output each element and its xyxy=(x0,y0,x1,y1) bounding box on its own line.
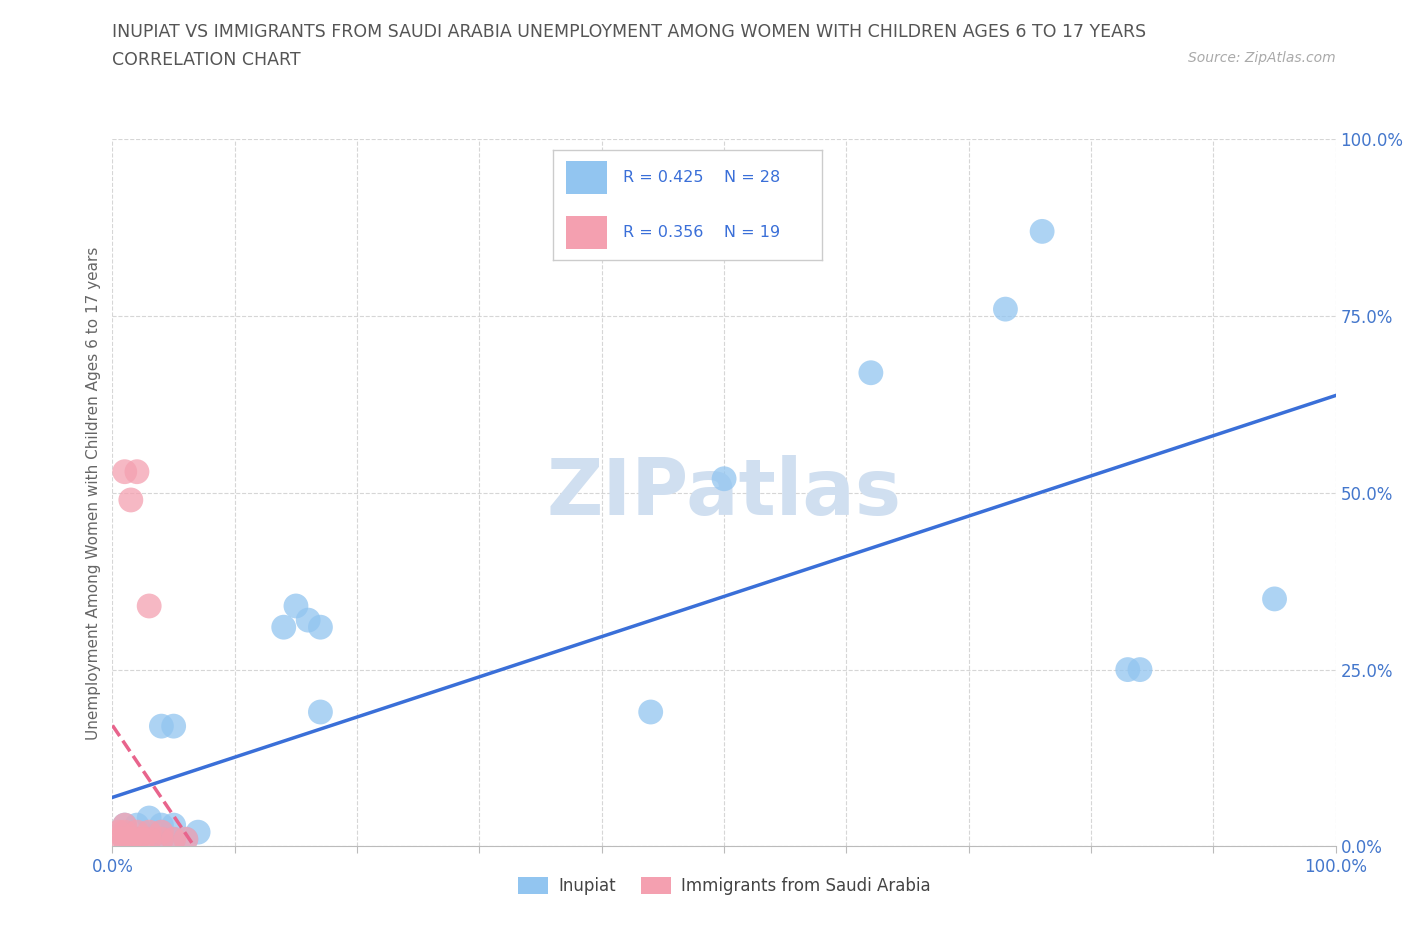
Point xyxy=(114,831,136,846)
Point xyxy=(309,705,332,720)
Point xyxy=(994,301,1017,316)
Point xyxy=(187,825,209,840)
Point xyxy=(125,831,148,846)
Point xyxy=(150,817,173,832)
Point xyxy=(163,719,186,734)
Text: Source: ZipAtlas.com: Source: ZipAtlas.com xyxy=(1188,51,1336,65)
Point xyxy=(125,817,148,832)
Point xyxy=(132,831,155,846)
Point xyxy=(114,817,136,832)
Point xyxy=(309,619,332,634)
Point xyxy=(150,831,173,846)
Point xyxy=(174,831,197,846)
Y-axis label: Unemployment Among Women with Children Ages 6 to 17 years: Unemployment Among Women with Children A… xyxy=(86,246,101,739)
Point xyxy=(273,619,295,634)
Text: CORRELATION CHART: CORRELATION CHART xyxy=(112,51,301,69)
Point xyxy=(120,493,142,508)
Point xyxy=(120,831,142,846)
Legend: Inupiat, Immigrants from Saudi Arabia: Inupiat, Immigrants from Saudi Arabia xyxy=(512,870,936,901)
Point xyxy=(640,705,662,720)
Point xyxy=(107,831,129,846)
Point xyxy=(138,831,160,846)
Point xyxy=(150,719,173,734)
Point xyxy=(163,831,186,846)
Point xyxy=(114,825,136,840)
Point xyxy=(138,811,160,826)
Point xyxy=(713,472,735,486)
Point xyxy=(1116,662,1139,677)
Text: ZIPatlas: ZIPatlas xyxy=(547,455,901,531)
Point xyxy=(163,817,186,832)
Point xyxy=(1129,662,1152,677)
Point xyxy=(114,817,136,832)
Point xyxy=(150,831,173,846)
Point xyxy=(114,464,136,479)
Point xyxy=(163,831,186,846)
Point xyxy=(174,831,197,846)
Point xyxy=(125,464,148,479)
Point xyxy=(125,825,148,840)
Point xyxy=(138,599,160,614)
Point xyxy=(297,613,319,628)
Point xyxy=(284,599,308,614)
Point xyxy=(107,825,129,840)
Point xyxy=(138,825,160,840)
Point xyxy=(125,831,148,846)
Point xyxy=(114,831,136,846)
Point xyxy=(1031,224,1053,239)
Text: INUPIAT VS IMMIGRANTS FROM SAUDI ARABIA UNEMPLOYMENT AMONG WOMEN WITH CHILDREN A: INUPIAT VS IMMIGRANTS FROM SAUDI ARABIA … xyxy=(112,23,1147,41)
Point xyxy=(1264,591,1286,606)
Point xyxy=(150,825,173,840)
Point xyxy=(859,365,882,380)
Point xyxy=(150,825,173,840)
Point xyxy=(138,831,160,846)
